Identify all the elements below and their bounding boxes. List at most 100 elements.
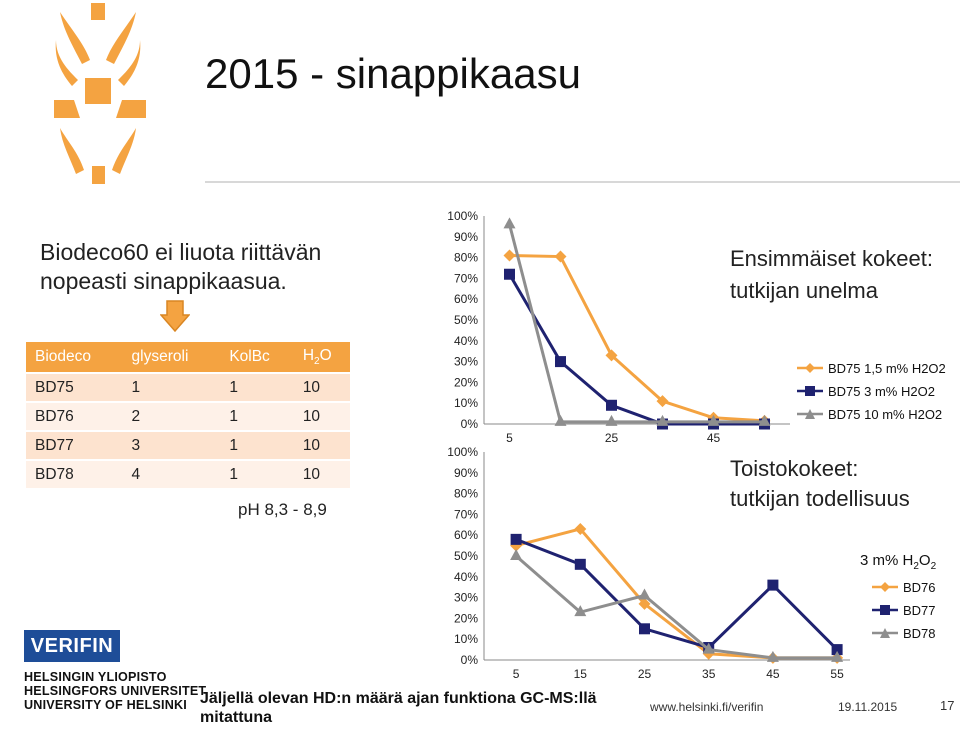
table-cell: 1	[220, 461, 294, 488]
data-point	[605, 414, 618, 426]
data-point	[702, 642, 715, 654]
footer-url[interactable]: www.helsinki.fi/verifin	[650, 700, 764, 714]
table-cell: 1	[220, 403, 294, 430]
page-title: 2015 - sinappikaasu	[205, 50, 581, 97]
y-tick-label: 50%	[454, 549, 478, 563]
y-tick-label: 70%	[454, 271, 478, 285]
legend-square-marker-icon	[872, 605, 898, 615]
data-point	[503, 249, 516, 262]
arrow-down-icon	[160, 300, 190, 332]
legend1-label-0: BD75 1,5 m% H2O2	[828, 360, 946, 376]
x-tick-label: 55	[830, 667, 844, 680]
y-tick-label: 10%	[454, 396, 478, 410]
series-line	[515, 537, 839, 651]
legend2-label-0: BD76	[903, 579, 936, 595]
intro-text: Biodeco60 ei liuota riittävän nopeasti s…	[40, 239, 322, 294]
data-point	[503, 217, 516, 229]
data-point	[510, 533, 522, 545]
y-tick-label: 80%	[454, 251, 478, 265]
y-tick-label: 70%	[454, 507, 478, 521]
table-cell: 4	[122, 461, 221, 488]
legend1-item: BD75 3 m% H2O2	[797, 380, 935, 402]
page-number: 17	[940, 698, 955, 713]
table-cell: 1	[122, 374, 221, 401]
data-point	[574, 558, 586, 570]
table-cell: 2	[122, 403, 221, 430]
table-header-glyseroli: glyseroli	[122, 342, 221, 372]
data-point	[554, 414, 567, 426]
data-point	[574, 522, 587, 535]
table-cell: 1	[220, 432, 294, 459]
data-point	[656, 414, 669, 426]
y-tick-label: 60%	[454, 292, 478, 306]
data-point	[606, 399, 617, 411]
university-name-fi: HELSINGIN YLIOPISTO	[24, 670, 167, 684]
y-tick-label: 20%	[454, 611, 478, 625]
series-line	[509, 254, 765, 423]
table-cell: BD78	[26, 461, 123, 488]
charts-area: 0% 10% 20% 30% 40% 50% 60% 70% 80% 90% 100% 5 25 45 0%…	[447, 209, 850, 680]
y-tick-label: 40%	[454, 334, 478, 348]
legend1-label-1: BD75 3 m% H2O2	[828, 383, 935, 399]
legend1-item: BD75 1,5 m% H2O2	[797, 357, 946, 379]
y-tick-label: 40%	[454, 570, 478, 584]
table-cell: BD75	[26, 374, 123, 401]
data-point	[574, 605, 587, 617]
legend-square-marker-icon	[797, 386, 823, 396]
y-tick-label: 0%	[461, 653, 479, 667]
title-divider	[205, 181, 960, 183]
note-first-experiments-sub: tutkijan unelma	[730, 278, 878, 303]
legend-diamond-marker-icon	[797, 363, 823, 373]
x-tick-label: 45	[707, 431, 721, 445]
verifin-logo: VERIFIN	[24, 630, 120, 662]
table-row: BD77 3 1 10	[26, 432, 350, 459]
legend2-title: 3 m% H2O2	[860, 552, 937, 572]
x-tick-label: 25	[638, 667, 652, 680]
legend2-label-2: BD78	[903, 625, 936, 641]
table-cell: 10	[293, 403, 350, 430]
composition-table: Biodeco glyseroli KolBc H2O BD75 1 1 10 …	[26, 340, 350, 490]
data-point	[638, 597, 651, 610]
legend-triangle-marker-icon	[797, 409, 823, 419]
table-cell: BD77	[26, 432, 123, 459]
data-point	[639, 623, 650, 635]
data-point	[766, 650, 779, 662]
footer-note: Jäljellä olevan HD:n määrä ajan funktion…	[200, 690, 597, 726]
table-cell: 10	[293, 432, 350, 459]
table-header-row: Biodeco glyseroli KolBc H2O	[26, 342, 350, 372]
y-tick-label: 100%	[447, 209, 478, 223]
legend-diamond-marker-icon	[872, 582, 898, 592]
y-tick-label: 0%	[461, 417, 479, 431]
ph-note: pH 8,3 - 8,9	[238, 500, 327, 519]
y-tick-label: 30%	[454, 355, 478, 369]
x-tick-label: 15	[574, 667, 588, 680]
table-row: BD76 2 1 10	[26, 403, 350, 430]
legend2-label-1: BD77	[903, 602, 936, 618]
data-point	[831, 650, 844, 662]
data-point	[707, 414, 720, 426]
footer-date: 19.11.2015	[838, 700, 898, 714]
x-tick-label: 45	[766, 667, 780, 680]
note-repeat-experiments-sub: tutkijan todellisuus	[730, 486, 910, 511]
table-row: BD78 4 1 10	[26, 461, 350, 488]
flame-logo-icon	[54, 3, 146, 184]
y-tick-label: 80%	[454, 487, 478, 501]
table-header-kolbc: KolBc	[220, 342, 294, 372]
legend-triangle-marker-icon	[872, 628, 898, 638]
note-first-experiments: Ensimmäiset kokeet:	[730, 246, 933, 271]
data-point	[767, 579, 779, 591]
data-point	[638, 588, 651, 600]
y-tick-label: 10%	[454, 632, 478, 646]
y-tick-label: 20%	[454, 375, 478, 389]
data-point	[555, 356, 566, 368]
y-tick-label: 60%	[454, 528, 478, 542]
data-point	[656, 395, 669, 408]
data-point	[510, 549, 523, 560]
data-point	[605, 349, 618, 362]
legend1-label-2: BD75 10 m% H2O2	[828, 406, 943, 422]
data-point	[554, 250, 567, 263]
y-tick-label: 90%	[454, 466, 478, 480]
legend2-item: BD76	[872, 576, 936, 598]
table-cell: BD76	[26, 403, 123, 430]
data-point	[510, 539, 523, 552]
